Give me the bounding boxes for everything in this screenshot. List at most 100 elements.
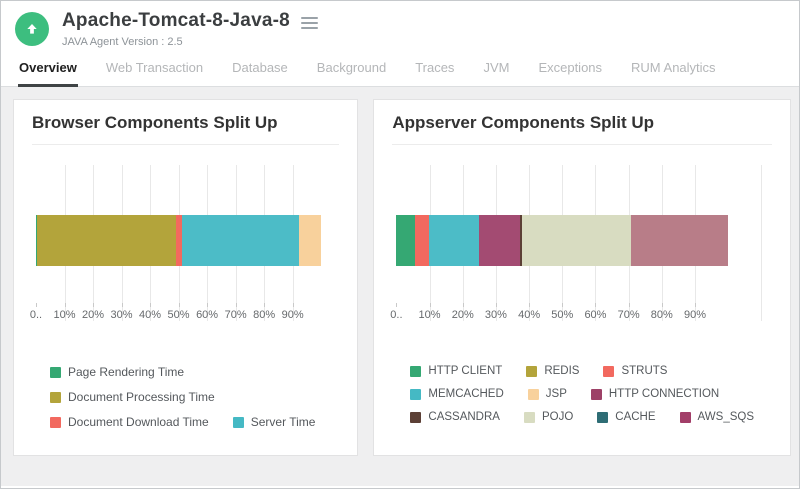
legend-label: Document Download Time bbox=[68, 415, 209, 429]
bar-segment-pojo[interactable] bbox=[522, 215, 631, 266]
card-title: Appserver Components Split Up bbox=[392, 113, 655, 132]
legend-item-struts[interactable]: STRUTS bbox=[603, 365, 667, 377]
x-tick-label: 70% bbox=[617, 309, 640, 321]
legend-swatch bbox=[50, 366, 61, 378]
x-tick-mark bbox=[207, 303, 209, 307]
legend-item-jsp[interactable]: JSP bbox=[527, 388, 567, 400]
tab-exceptions[interactable]: Exceptions bbox=[538, 60, 603, 75]
x-tick-mark bbox=[292, 303, 294, 307]
legend-item-aws-sqs[interactable]: AWS_SQS bbox=[679, 411, 754, 423]
x-tick-mark bbox=[396, 303, 398, 307]
x-tick-label: 0.. bbox=[29, 309, 43, 321]
bar-segment-struts[interactable] bbox=[415, 215, 429, 266]
browser-components-chart: 0.. 10% 20% 30% 40% 50% 60% 70% 80% 90% bbox=[30, 165, 335, 323]
x-tick-label: 40% bbox=[518, 309, 541, 321]
x-tick-mark bbox=[462, 303, 464, 307]
x-axis: 0.. 10% 20% 30% 40% 50% 60% 70% 80% 90% bbox=[30, 303, 335, 323]
x-tick-label: 70% bbox=[224, 309, 247, 321]
card-title-divider bbox=[32, 144, 340, 145]
legend-swatch bbox=[603, 365, 615, 377]
x-axis: 0.. 10% 20% 30% 40% 50% 60% 70% 80% 90% bbox=[390, 303, 768, 323]
bar-segment-document-processing-time[interactable] bbox=[37, 215, 177, 266]
legend-item-document-download-time[interactable]: Document Download Time bbox=[50, 415, 209, 429]
tab-web-transaction[interactable]: Web Transaction bbox=[105, 60, 204, 75]
legend-item-pojo[interactable]: POJO bbox=[523, 411, 573, 423]
legend-item-http-connection[interactable]: HTTP CONNECTION bbox=[590, 388, 720, 400]
x-tick-mark bbox=[150, 303, 152, 307]
legend-swatch bbox=[590, 388, 602, 400]
bar-segment-server-time[interactable] bbox=[181, 215, 299, 266]
bar-segment-aws-sqs[interactable] bbox=[630, 215, 729, 266]
legend-label: HTTP CONNECTION bbox=[608, 388, 720, 400]
legend-item-redis[interactable]: REDIS bbox=[526, 365, 579, 377]
arrow-up-icon bbox=[27, 24, 37, 34]
x-tick-label: 20% bbox=[451, 309, 474, 321]
tab-traces[interactable]: Traces bbox=[415, 60, 455, 75]
hamburger-menu-icon[interactable] bbox=[300, 14, 318, 29]
x-tick-mark bbox=[178, 303, 180, 307]
legend-item-cache[interactable]: CACHE bbox=[597, 411, 656, 423]
legend-label: Page Rendering Time bbox=[68, 365, 185, 379]
legend-row: CASSANDRA POJO CACHE AWS_SQS bbox=[410, 411, 754, 423]
tab-jvm[interactable]: JVM bbox=[483, 60, 510, 75]
legend-swatch bbox=[410, 411, 422, 423]
legend-swatch bbox=[597, 411, 609, 423]
stacked-bar bbox=[36, 215, 322, 266]
x-tick-label: 60% bbox=[196, 309, 219, 321]
bar-segment-page-rendering-time[interactable] bbox=[36, 215, 38, 266]
legend-item-http-client[interactable]: HTTP CLIENT bbox=[410, 365, 502, 377]
x-tick-mark bbox=[235, 303, 237, 307]
legend-item-document-processing-time[interactable]: Document Processing Time bbox=[50, 390, 215, 404]
card-title: Browser Components Split Up bbox=[32, 113, 278, 132]
bar-segment-http-client[interactable] bbox=[396, 215, 416, 266]
legend-item-page-rendering-time[interactable]: Page Rendering Time bbox=[50, 365, 184, 379]
x-tick-mark bbox=[429, 303, 431, 307]
status-up-icon bbox=[15, 12, 49, 46]
legend-item-memcached[interactable]: MEMCACHED bbox=[410, 388, 504, 400]
x-tick-label: 20% bbox=[82, 309, 105, 321]
x-tick-mark bbox=[495, 303, 497, 307]
card-title-divider bbox=[392, 144, 772, 145]
appserver-components-chart: 0.. 10% 20% 30% 40% 50% 60% 70% 80% 90% bbox=[390, 165, 768, 323]
legend-row: Document Processing Time bbox=[50, 390, 321, 404]
legend-swatch bbox=[526, 365, 538, 377]
x-tick-mark bbox=[695, 303, 696, 307]
appserver-components-legend: HTTP CLIENT REDIS STRUTS MEMCACHED JSP HTTP C… bbox=[374, 365, 790, 423]
bar-segment-http-connection[interactable] bbox=[478, 215, 520, 266]
legend-label: STRUTS bbox=[621, 365, 668, 377]
app-header: Apache-Tomcat-8-Java-8 JAVA Agent Versio… bbox=[1, 1, 799, 53]
legend-label: JSP bbox=[545, 388, 567, 400]
gridline bbox=[761, 165, 763, 321]
x-tick-label: 80% bbox=[253, 309, 276, 321]
bar-segment-unlabeled[interactable] bbox=[298, 215, 322, 266]
page-title: Apache-Tomcat-8-Java-8 bbox=[62, 10, 290, 31]
tab-rum-analytics[interactable]: RUM Analytics bbox=[631, 60, 716, 75]
agent-version-label: JAVA Agent Version : 2.5 bbox=[62, 36, 183, 48]
x-tick-mark bbox=[264, 303, 266, 307]
legend-row: HTTP CLIENT REDIS STRUTS bbox=[410, 365, 754, 377]
x-tick-mark bbox=[121, 303, 123, 307]
legend-label: MEMCACHED bbox=[428, 388, 504, 400]
tab-background[interactable]: Background bbox=[316, 60, 387, 75]
tab-database[interactable]: Database bbox=[232, 60, 288, 75]
legend-swatch bbox=[50, 416, 61, 428]
stacked-bar bbox=[396, 215, 729, 266]
x-tick-label: 10% bbox=[418, 309, 441, 321]
legend-label: REDIS bbox=[544, 365, 580, 377]
x-tick-label: 10% bbox=[53, 309, 76, 321]
bar-segment-document-download-time[interactable] bbox=[176, 215, 182, 266]
x-tick-mark bbox=[562, 303, 564, 307]
legend-label: CASSANDRA bbox=[428, 411, 500, 423]
legend-item-server-time[interactable]: Server Time bbox=[232, 415, 315, 429]
bar-segment-memcached[interactable] bbox=[428, 215, 479, 266]
legend-row: MEMCACHED JSP HTTP CONNECTION bbox=[410, 388, 754, 400]
tab-overview[interactable]: Overview bbox=[18, 53, 78, 87]
legend-item-cassandra[interactable]: CASSANDRA bbox=[410, 411, 500, 423]
x-tick-mark bbox=[595, 303, 597, 307]
legend-swatch bbox=[679, 411, 691, 423]
bar-segment-cassandra[interactable] bbox=[519, 215, 523, 266]
legend-swatch bbox=[410, 365, 422, 377]
x-tick-mark bbox=[628, 303, 630, 307]
x-tick-label: 90% bbox=[683, 309, 707, 321]
